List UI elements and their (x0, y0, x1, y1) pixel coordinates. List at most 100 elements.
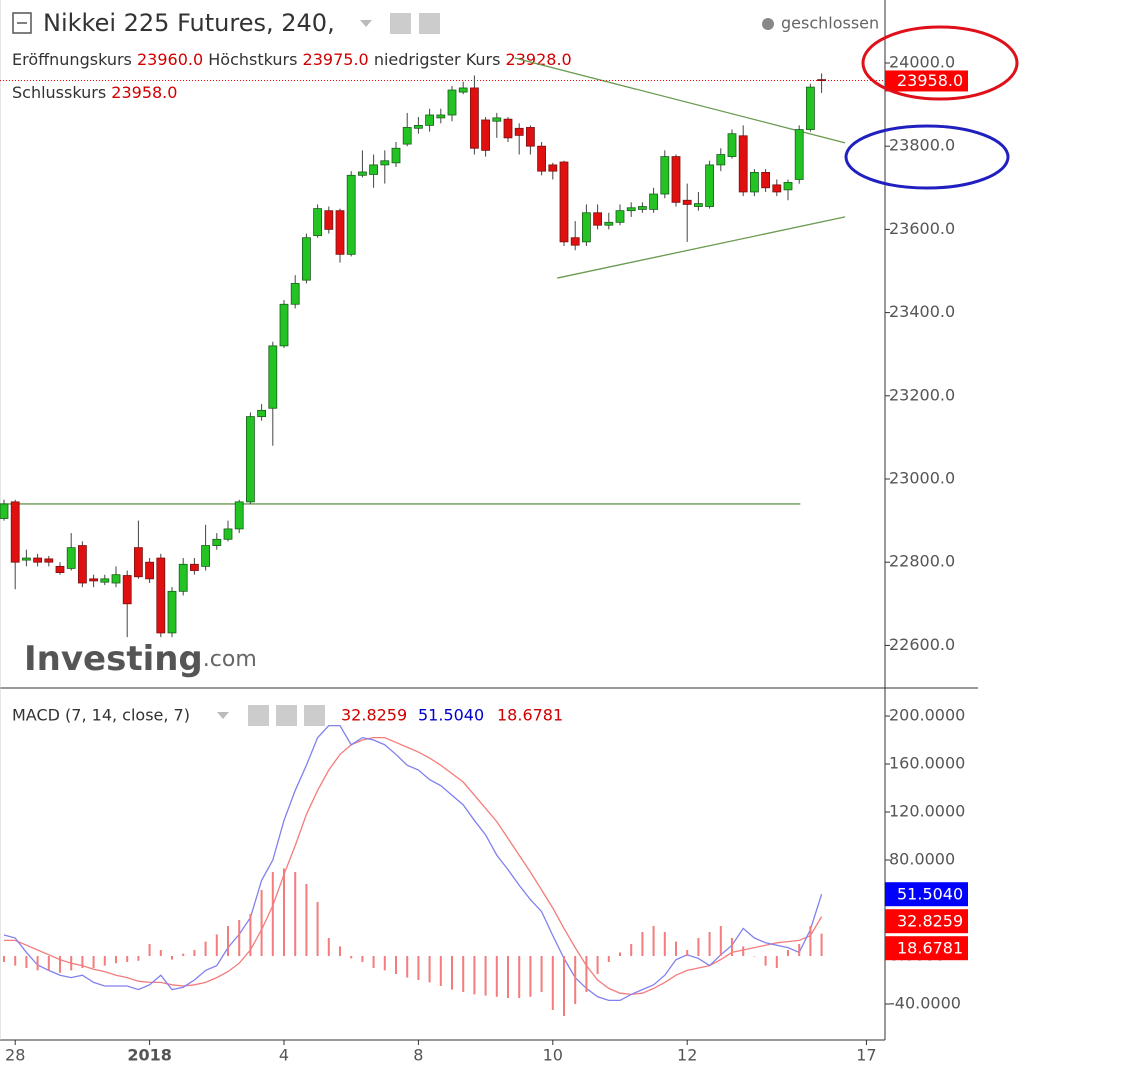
stats-line: Eröffnungskurs 23960.0 Höchstkurs 23975.… (12, 50, 572, 69)
histogram-bar (204, 941, 207, 957)
candle-body (380, 160, 390, 166)
histogram-bar (14, 956, 17, 966)
histogram-bar (630, 944, 633, 957)
candle-body (806, 86, 815, 130)
candle-body (649, 193, 658, 210)
last-price-label: 23958.0 (897, 71, 963, 90)
trend-line (557, 216, 846, 279)
last-price-box (885, 70, 968, 92)
histogram-bar (383, 956, 386, 971)
macd-legend-value: 51.5040 (418, 706, 484, 725)
histogram-bar (540, 956, 543, 993)
x-tick-label: 12 (677, 1046, 697, 1065)
status-dot (762, 18, 774, 30)
candle-body (111, 574, 121, 584)
status: geschlossen (781, 14, 879, 33)
histogram-bar (708, 932, 711, 957)
histogram-bar (439, 956, 442, 987)
x-tick-label: 2018 (127, 1046, 172, 1065)
macd-line (4, 736, 823, 996)
candle-body (638, 206, 647, 210)
candle-body (189, 563, 199, 571)
visibility-icon[interactable] (248, 705, 269, 726)
y-tick-label: 23400.0 (889, 302, 955, 321)
candle-body (548, 164, 558, 172)
histogram-bar (249, 914, 252, 957)
candle-body (290, 283, 300, 305)
histogram-bar (675, 941, 677, 957)
histogram-bar (294, 872, 297, 957)
candle-body (772, 184, 782, 193)
histogram-bar (115, 956, 117, 964)
histogram-bar (518, 956, 521, 999)
histogram-bar (428, 956, 431, 983)
candle-body (44, 558, 54, 563)
histogram-bar (462, 956, 465, 993)
dropdown-icon[interactable] (360, 20, 372, 27)
histogram-bar (327, 938, 330, 957)
candle-body (604, 221, 614, 226)
histogram-bar (764, 956, 767, 966)
axes: 24000.0 23800.0 23600.0 23400.0 23200.0 23000… (5, 52, 968, 1065)
histogram-bar (563, 956, 565, 1017)
remove-icon[interactable] (304, 705, 325, 726)
candle-body (391, 147, 401, 164)
histogram-bar (395, 956, 397, 975)
visibility-icon[interactable] (390, 13, 411, 34)
histogram-bar (137, 956, 140, 961)
histogram-bar (215, 934, 218, 957)
candle-body (357, 171, 367, 176)
macd-title: MACD (7, 14, close, 7) (12, 706, 190, 725)
histogram-bar (70, 956, 73, 971)
candle-body (100, 578, 110, 583)
candle-body (615, 210, 625, 223)
histogram-bar (753, 956, 756, 957)
stat-label: Eröffnungskurs (12, 50, 132, 69)
price-plot (0, 57, 885, 638)
histogram-bar (126, 956, 129, 963)
stats-line: Schlusskurs 23958.0 (12, 83, 177, 102)
candle-body (626, 207, 636, 212)
value-box (885, 909, 968, 934)
candle-body (716, 154, 726, 166)
collapse-icon[interactable] (12, 12, 32, 34)
dropdown-icon[interactable] (217, 712, 229, 719)
candle-body (503, 118, 513, 139)
x-tick-label: 10 (543, 1046, 563, 1065)
histogram-bar (316, 902, 319, 957)
candle-body (660, 156, 670, 195)
settings-icon[interactable] (419, 13, 440, 34)
candle-body (413, 124, 423, 129)
candle-body (559, 161, 569, 243)
histogram-bar (227, 926, 229, 957)
x-tick-label: 17 (856, 1046, 876, 1065)
histogram-bar (529, 956, 532, 997)
y-tick-label: 160.0000 (889, 754, 965, 773)
y-tick-label: 23600.0 (889, 219, 955, 238)
candle-body (537, 145, 546, 172)
histogram-bar (406, 956, 409, 978)
histogram-bar (731, 938, 733, 957)
y-tick-label: 23800.0 (889, 136, 955, 155)
histogram-bar (787, 950, 789, 957)
stat-value: 23960.0 (137, 50, 203, 69)
candle-body (335, 210, 345, 255)
candle-body (402, 127, 412, 145)
candle-body (78, 545, 87, 584)
macd-legend-value: 32.8259 (341, 706, 407, 725)
value-box-label: 51.5040 (897, 885, 963, 904)
trend-line (514, 57, 846, 144)
macd-plot (3, 724, 823, 1017)
candle-body (783, 181, 793, 191)
candle-body (167, 590, 177, 634)
histogram-bar (103, 956, 106, 966)
settings-icon[interactable] (276, 705, 297, 726)
histogram-bar (551, 956, 554, 1011)
histogram-bar (697, 938, 700, 957)
candle-body (727, 133, 737, 157)
histogram-bar (81, 956, 84, 969)
histogram-bar (607, 956, 610, 963)
y-tick-label: 23200.0 (889, 385, 955, 404)
